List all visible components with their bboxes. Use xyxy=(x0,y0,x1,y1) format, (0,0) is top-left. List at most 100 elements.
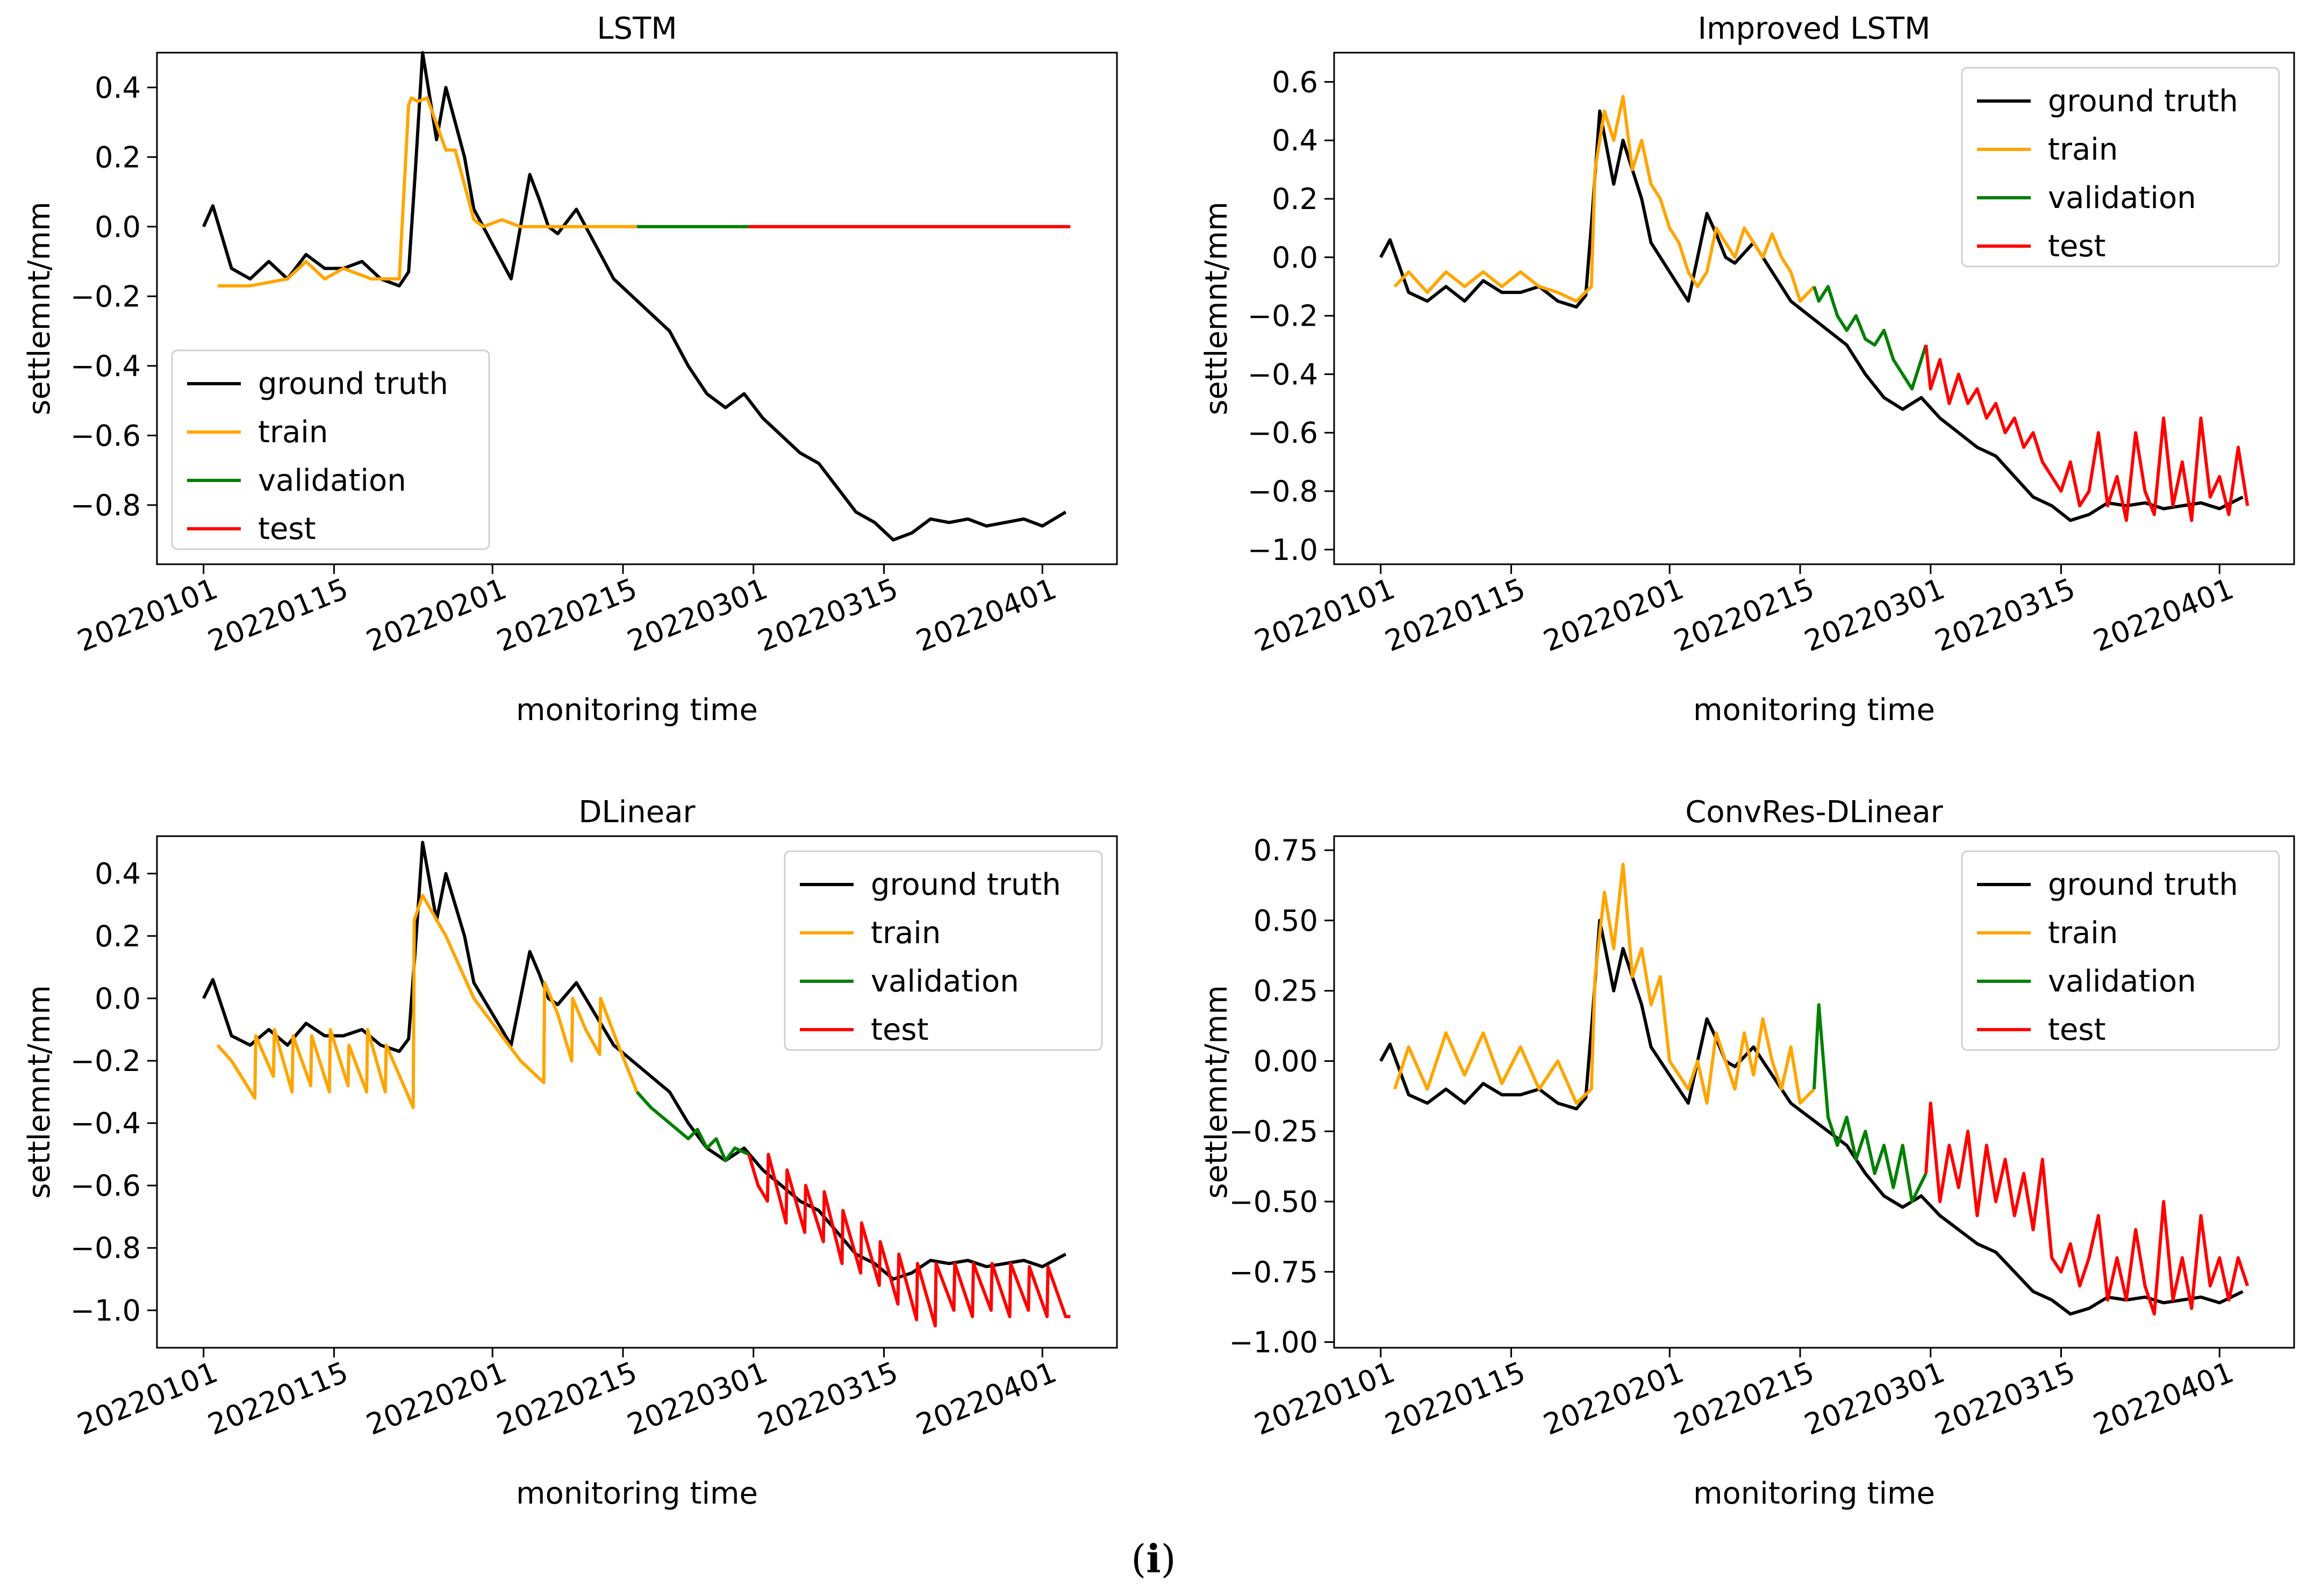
panel-1-xtick-label: 20220101 xyxy=(73,572,222,658)
panel-1-xtick-label: 20220115 xyxy=(203,572,353,658)
panel-3-xtick-label: 20220215 xyxy=(492,1355,641,1442)
panel-2-series-train xyxy=(1393,95,1816,303)
panel-1-legend xyxy=(171,349,490,550)
panel-1-legend-label: ground truth xyxy=(258,366,448,401)
panel-3-xtick-label: 20220401 xyxy=(912,1355,1061,1442)
panel-2-ylabel: settlemnt/mm xyxy=(1199,202,1234,415)
panel-3-ytick-label: −0.8 xyxy=(70,1231,141,1265)
panel-4-ytick-label: −0.50 xyxy=(1229,1185,1318,1219)
panel-2-title: Improved LSTM xyxy=(1698,11,1931,46)
panel-4-xtick-label: 20220301 xyxy=(1800,1355,1949,1442)
panel-4-ytick-label: −0.75 xyxy=(1229,1255,1318,1289)
panel-4-ytick-label: −1.00 xyxy=(1229,1326,1318,1360)
panel-2-legend-label: validation xyxy=(2048,181,2196,215)
panel-1-ytick-label: 0.0 xyxy=(95,210,141,244)
panel-1-legend-label: test xyxy=(258,512,316,547)
panel-3-series-train xyxy=(216,894,639,1109)
panel-1-series-train xyxy=(217,96,637,287)
panel-3-title: DLinear xyxy=(578,795,696,830)
panel-2-ytick-label: −0.4 xyxy=(1248,357,1318,391)
panel-4-ylabel: settlemnt/mm xyxy=(1199,985,1234,1199)
panel-3-xtick-label: 20220315 xyxy=(753,1355,902,1442)
panel-3-legend-label: train xyxy=(871,916,941,951)
panel-3-ylabel: settlemnt/mm xyxy=(22,985,57,1199)
panel-4-xtick-label: 20220101 xyxy=(1250,1355,1399,1442)
panel-1-ytick-label: 0.2 xyxy=(95,140,141,174)
panel-2-ytick-label: −0.2 xyxy=(1248,299,1318,333)
panel-4-ytick-label: 0.00 xyxy=(1253,1044,1318,1078)
panel-3-ytick-label: −1.0 xyxy=(70,1293,141,1327)
panel-2-xtick-label: 20220301 xyxy=(1800,572,1949,658)
panel-2-legend-label: test xyxy=(2048,229,2106,264)
panel-1-xtick-label: 20220201 xyxy=(362,572,511,658)
panel-3-ytick-label: 0.0 xyxy=(95,982,141,1016)
panel-3-legend xyxy=(784,850,1103,1051)
panel-2-legend-label: train xyxy=(2048,132,2118,167)
panel-4-ytick-label: 0.25 xyxy=(1253,974,1318,1008)
panel-3-xtick-label: 20220115 xyxy=(203,1355,353,1442)
panel-1-legend-label: validation xyxy=(258,463,406,498)
panel-2-xtick-label: 20220101 xyxy=(1250,572,1399,658)
panel-3-xtick-label: 20220201 xyxy=(362,1355,511,1442)
caption-label: i xyxy=(1146,1536,1161,1581)
panel-3-xtick-label: 20220301 xyxy=(622,1355,772,1442)
panel-3-ytick-label: −0.4 xyxy=(70,1106,141,1140)
panel-4-xtick-label: 20220401 xyxy=(2089,1355,2238,1442)
panel-2-xtick-label: 20220201 xyxy=(1539,572,1688,658)
panel-3-series-validation xyxy=(635,1090,750,1162)
panel-4-ytick-label: 0.50 xyxy=(1253,904,1318,938)
panel-4-xtick-label: 20220315 xyxy=(1930,1355,2080,1442)
panel-2-ytick-label: 0.0 xyxy=(1272,241,1318,275)
panel-1-ytick-label: −0.8 xyxy=(70,488,141,522)
panel-2-series-test xyxy=(1924,344,2249,522)
panel-1-legend-label: train xyxy=(258,415,328,450)
panel-2-ytick-label: 0.6 xyxy=(1272,65,1318,99)
panel-1-ytick-label: −0.6 xyxy=(70,419,141,452)
panel-3-xtick-label: 20220101 xyxy=(73,1355,222,1442)
panel-4-legend xyxy=(1961,850,2280,1051)
panel-4-legend-label: test xyxy=(2048,1012,2106,1047)
panel-2-ytick-label: −0.6 xyxy=(1248,416,1318,450)
panel-1-series-ground-truth xyxy=(202,51,1067,542)
panel-2-ytick-label: 0.4 xyxy=(1272,124,1318,157)
panel-3-legend-label: ground truth xyxy=(871,867,1061,902)
panel-1-title: LSTM xyxy=(597,11,677,46)
panel-1-ytick-label: −0.2 xyxy=(70,279,141,313)
panel-1-xtick-label: 20220401 xyxy=(912,572,1061,658)
panel-1-ytick-label: −0.4 xyxy=(70,349,141,383)
figure-caption: (i) xyxy=(0,1536,2307,1581)
panel-1-xtick-label: 20220215 xyxy=(492,572,641,658)
panel-3-xlabel: monitoring time xyxy=(516,1476,758,1511)
panel-3-legend-label: test xyxy=(871,1012,929,1047)
panel-3-ytick-label: −0.2 xyxy=(70,1044,141,1078)
panel-3-ytick-label: −0.6 xyxy=(70,1169,141,1203)
panel-3-axes-frame xyxy=(156,835,1118,1349)
panel-2-legend xyxy=(1961,67,2280,268)
panel-4-title: ConvRes-DLinear xyxy=(1685,795,1943,830)
panel-4-series-validation xyxy=(1812,1003,1928,1203)
panel-4-xlabel: monitoring time xyxy=(1693,1476,1935,1511)
panel-1-ytick-label: 0.4 xyxy=(95,71,141,105)
panel-2-ytick-label: −1.0 xyxy=(1248,533,1318,567)
panel-2-series-validation xyxy=(1812,285,1928,391)
panel-4-series-train xyxy=(1393,862,1816,1105)
panel-3-series-test xyxy=(747,1153,1071,1328)
panel-4-xtick-label: 20220215 xyxy=(1669,1355,1818,1442)
panel-4-legend-label: ground truth xyxy=(2048,867,2238,902)
panel-4-legend-label: validation xyxy=(2048,964,2196,999)
panel-2-xtick-label: 20220401 xyxy=(2089,572,2238,658)
panel-4-series-test xyxy=(1924,1101,2249,1316)
panel-2-xlabel: monitoring time xyxy=(1693,693,1935,728)
caption-open: ( xyxy=(1131,1536,1147,1581)
panel-3-ytick-label: 0.2 xyxy=(95,919,141,953)
panel-4-axes-frame xyxy=(1333,835,2295,1349)
panel-2-xtick-label: 20220215 xyxy=(1669,572,1818,658)
panel-4-series-ground-truth xyxy=(1379,918,2244,1316)
panel-2-legend-label: ground truth xyxy=(2048,84,2238,119)
panel-1-xtick-label: 20220301 xyxy=(622,572,772,658)
panel-4-legend-label: train xyxy=(2048,916,2118,951)
panel-3-ytick-label: 0.4 xyxy=(95,857,141,891)
panel-2-ytick-label: −0.8 xyxy=(1248,475,1318,508)
panel-1-axes-frame xyxy=(156,52,1118,565)
